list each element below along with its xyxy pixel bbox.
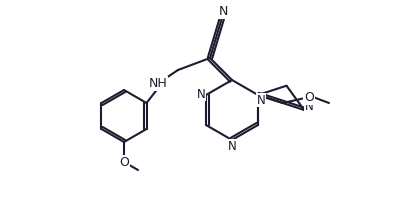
- Text: N: N: [227, 140, 236, 152]
- Text: N: N: [304, 99, 313, 113]
- Text: N: N: [256, 94, 265, 106]
- Text: N: N: [218, 5, 227, 18]
- Text: NH: NH: [148, 76, 167, 90]
- Text: N: N: [196, 88, 205, 101]
- Text: O: O: [303, 90, 313, 104]
- Text: O: O: [119, 155, 129, 168]
